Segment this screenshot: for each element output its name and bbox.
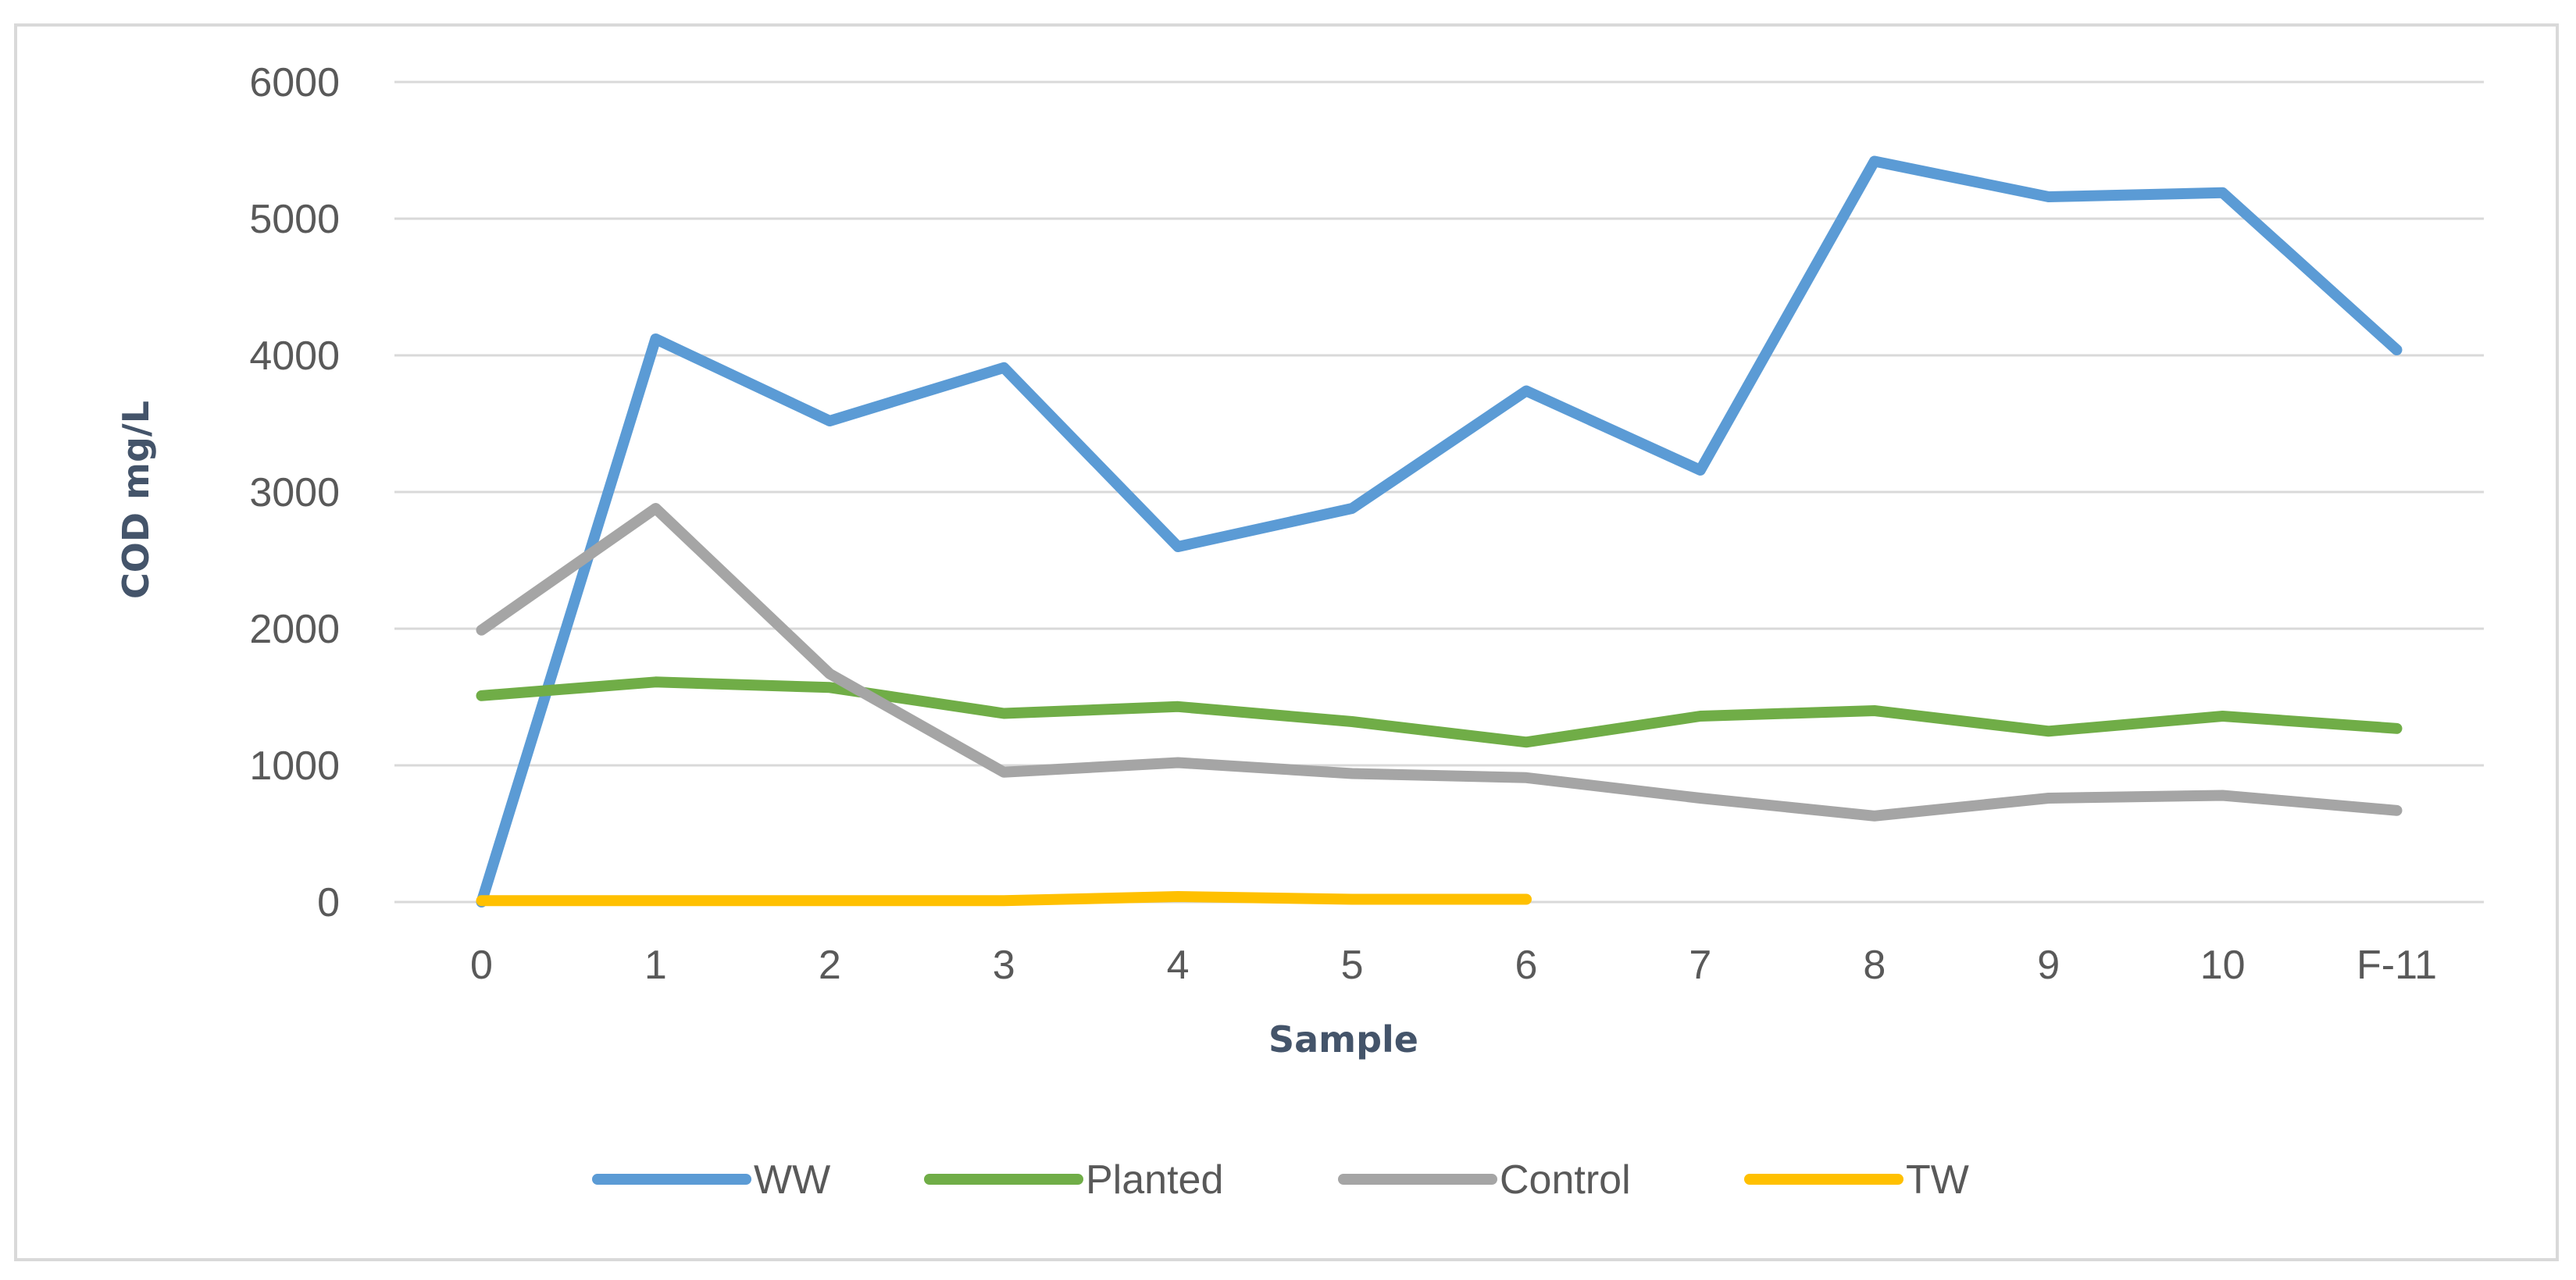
legend-label-planted: Planted <box>1086 1157 1223 1203</box>
legend-label-control: Control <box>1500 1157 1631 1203</box>
series-line-tw <box>476 891 1532 907</box>
series-lines <box>476 155 2403 907</box>
x-tick-label: 3 <box>993 943 1015 988</box>
x-axis-ticks: 0 1 2 3 4 5 6 7 8 9 10 F-11 <box>470 943 2437 988</box>
y-tick-label: 4000 <box>249 333 340 379</box>
legend-label-tw: TW <box>1906 1157 1969 1203</box>
legend: WW Planted Control TW <box>592 1157 1969 1203</box>
series-line-ww <box>476 155 2403 907</box>
x-tick-label: 6 <box>1515 943 1537 988</box>
y-axis-ticks: 0 1000 2000 3000 4000 5000 6000 <box>249 60 340 925</box>
x-axis-title: Sample <box>1268 1018 1418 1061</box>
y-tick-label: 2000 <box>249 607 340 652</box>
x-tick-label: 5 <box>1341 943 1364 988</box>
y-tick-label: 6000 <box>249 60 340 105</box>
legend-label-ww: WW <box>754 1157 830 1203</box>
y-tick-label: 3000 <box>249 470 340 515</box>
y-tick-label: 1000 <box>249 743 340 789</box>
chart-frame <box>14 23 2559 1261</box>
x-tick-label: F-11 <box>2357 943 2437 988</box>
x-tick-label: 2 <box>819 943 841 988</box>
x-tick-label: 8 <box>1863 943 1886 988</box>
x-tick-label: 1 <box>644 943 667 988</box>
series-line-planted <box>476 676 2403 748</box>
y-axis-title: COD mg/L <box>115 401 157 599</box>
x-tick-label: 0 <box>470 943 493 988</box>
x-tick-label: 4 <box>1167 943 1190 988</box>
x-tick-label: 7 <box>1689 943 1711 988</box>
x-tick-label: 10 <box>2200 943 2246 988</box>
x-tick-label: 9 <box>2037 943 2060 988</box>
y-tick-label: 5000 <box>249 197 340 242</box>
series-line-control <box>476 503 2403 822</box>
y-tick-label: 0 <box>317 880 340 925</box>
